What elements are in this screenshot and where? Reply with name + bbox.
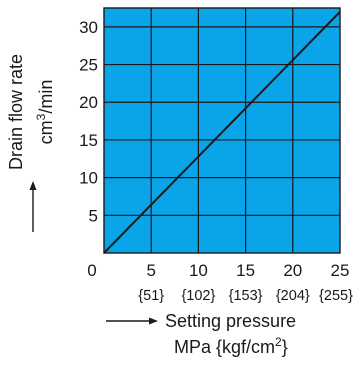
y-tick-label: 20 bbox=[79, 93, 98, 112]
y-axis-units-base: cm bbox=[36, 120, 56, 144]
x-tick-label: 10 bbox=[189, 261, 208, 280]
y-axis-units-sup: 3 bbox=[34, 113, 48, 120]
series-layer bbox=[103, 11, 341, 254]
y-axis-units-rest: /min bbox=[36, 80, 56, 114]
x-axis-units: MPa {kgf/cm2} bbox=[174, 335, 288, 357]
y-tick-label: 30 bbox=[79, 18, 98, 37]
y-tick-label: 10 bbox=[79, 169, 98, 188]
x-axis-units-base: MPa {kgf/cm bbox=[174, 337, 275, 357]
x-tick-labels-kgf: {51} {102} {153} {204} {255} bbox=[138, 288, 353, 304]
y-axis-units: cm3/min bbox=[34, 80, 56, 145]
x-tick-label: 20 bbox=[283, 261, 302, 280]
y-axis-arrow bbox=[29, 181, 37, 232]
x-axis-units-sup: 2 bbox=[275, 335, 282, 349]
y-tick-label: 5 bbox=[89, 206, 98, 225]
y-tick-label: 15 bbox=[79, 131, 98, 150]
gridlines bbox=[104, 8, 340, 253]
x-axis-title: Setting pressure bbox=[165, 311, 296, 331]
x-tick-label-kgf: {153} bbox=[229, 288, 263, 304]
x-tick-labels: 0 5 10 15 20 25 bbox=[87, 261, 349, 280]
x-axis-units-close: } bbox=[282, 337, 288, 357]
x-axis-arrow bbox=[106, 317, 158, 325]
x-tick-label-kgf: {102} bbox=[181, 288, 215, 304]
x-tick-label-kgf: {204} bbox=[276, 288, 310, 304]
x-tick-label: 15 bbox=[236, 261, 255, 280]
x-tick-label: 5 bbox=[146, 261, 155, 280]
x-tick-label-kgf: {255} bbox=[319, 288, 353, 304]
x-tick-label: 0 bbox=[87, 261, 96, 280]
y-axis-title: Drain flow rate bbox=[6, 54, 26, 170]
series-line bbox=[103, 11, 341, 254]
x-tick-label-kgf: {51} bbox=[138, 288, 164, 304]
y-tick-label: 25 bbox=[79, 56, 98, 75]
x-tick-label: 25 bbox=[331, 261, 350, 280]
y-tick-labels: 5 10 15 20 25 30 bbox=[79, 18, 98, 225]
